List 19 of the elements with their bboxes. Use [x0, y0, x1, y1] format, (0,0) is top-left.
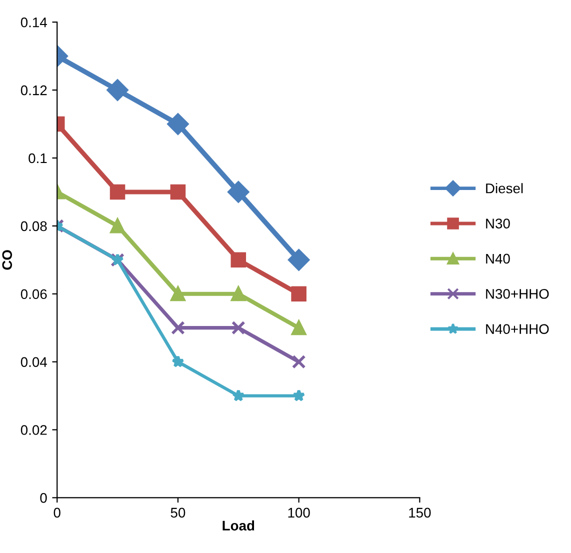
legend-label: N40+HHO: [486, 324, 549, 334]
legend-label: N30+HHO: [486, 288, 549, 299]
legend-label: N30: [486, 218, 510, 228]
y-tick-label: 0.1: [28, 153, 47, 164]
x-tick-label: 0: [54, 508, 60, 518]
y-tick-label: 0.04: [20, 357, 47, 367]
y-tick-label: 0.08: [20, 221, 47, 232]
x-tick-label: 50: [170, 508, 186, 518]
y-tick-label: 0.12: [20, 85, 47, 96]
x-tick-label: 100: [288, 508, 310, 518]
legend-label: N40: [486, 254, 510, 264]
y-tick-label: 0.02: [20, 425, 47, 435]
y-tick-label: 0: [40, 493, 47, 503]
y-tick-label: 0.06: [20, 289, 47, 300]
x-axis-title: Load: [222, 520, 254, 531]
y-tick-label: 0.14: [20, 17, 47, 28]
y-axis-title: CO: [2, 250, 12, 270]
legend-label: Diesel: [486, 183, 523, 194]
x-tick-label: 150: [409, 508, 431, 518]
